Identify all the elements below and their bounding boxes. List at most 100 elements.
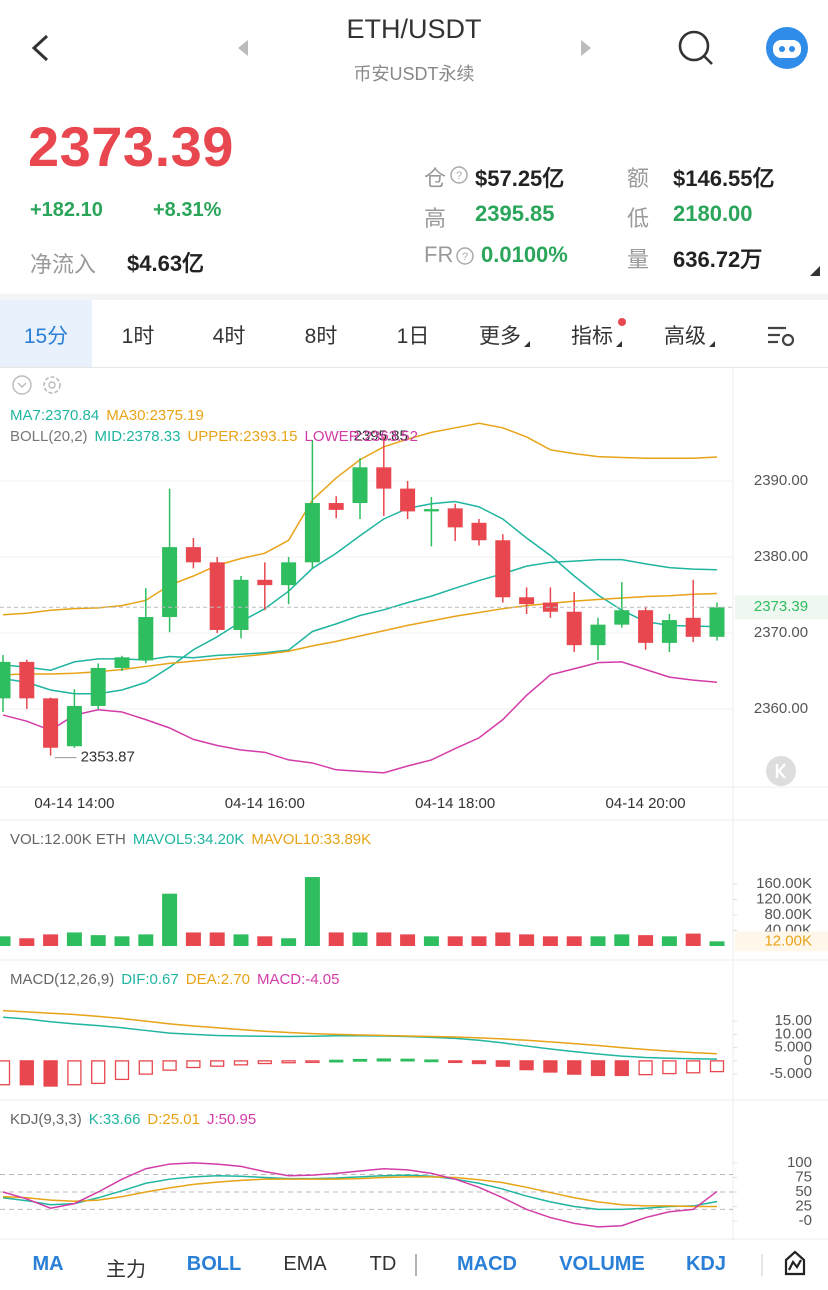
- indicator-tab[interactable]: MACD: [457, 1253, 517, 1275]
- indicator-line: [2, 1016, 718, 1060]
- macd-bar: [424, 1059, 439, 1063]
- macd-bar: [233, 1060, 249, 1066]
- macd-bar: [162, 1060, 177, 1071]
- indicator-tab[interactable]: KDJ: [685, 1253, 727, 1275]
- volume-bar: [638, 935, 654, 946]
- indicator-line: [2, 661, 718, 774]
- collapse-icon[interactable]: [12, 375, 32, 395]
- volume-bar: [400, 934, 416, 946]
- volume-bar: [233, 934, 249, 946]
- stat-value: 636.72万: [673, 247, 763, 272]
- indicator-tab[interactable]: BOLL: [186, 1253, 242, 1275]
- volume-bar: [447, 936, 463, 946]
- volume-bar: [614, 934, 630, 946]
- indicator-line: [2, 500, 718, 695]
- info-icons: ? ?: [450, 166, 820, 276]
- prev-symbol[interactable]: [238, 40, 248, 56]
- indicator-line: [2, 1162, 718, 1228]
- timeframe-tab[interactable]: 1时: [121, 325, 155, 348]
- stat-label: 量: [627, 247, 650, 272]
- volume-tag-label: 12.00K: [764, 932, 812, 949]
- help-icon[interactable]: ?: [450, 166, 468, 184]
- indicator-tab[interactable]: VOLUME: [559, 1253, 645, 1275]
- stat-value: 2395.85: [475, 201, 555, 226]
- candle-body: [328, 503, 344, 510]
- macd-bar: [519, 1060, 534, 1071]
- indicator-label: MAVOL10:33.89K: [251, 831, 371, 848]
- y-tick-label: 75: [795, 1168, 812, 1185]
- candle-body: [542, 602, 558, 612]
- y-tick-label: -0: [799, 1212, 812, 1229]
- stat-label: 低: [627, 206, 650, 231]
- timeframe-tab[interactable]: 指标: [571, 320, 622, 350]
- macd-bar: [614, 1060, 629, 1077]
- macd-bar: [305, 1060, 320, 1064]
- bottom-icons: [415, 1250, 806, 1276]
- search-button[interactable]: [678, 30, 713, 65]
- macd-bar: [448, 1060, 463, 1064]
- notice-dot: [618, 318, 626, 326]
- macd-bar: [114, 1060, 130, 1081]
- macd-bar: [495, 1060, 510, 1067]
- stat-value: $57.25亿: [475, 166, 565, 191]
- timeframe-tab[interactable]: 更多: [479, 320, 530, 350]
- volume-bar: [0, 936, 11, 946]
- macd-bar: [138, 1060, 153, 1075]
- help-icon[interactable]: ?: [456, 247, 474, 265]
- candle-body: [162, 547, 178, 618]
- y-tick-label: 2380.00: [754, 548, 808, 565]
- timeframe-tab[interactable]: 15分: [23, 325, 69, 348]
- macd-bar: [471, 1060, 487, 1065]
- y-tick-label: 120.00K: [756, 890, 812, 907]
- indicator-tab[interactable]: MA: [32, 1253, 64, 1275]
- volume-bar: [709, 941, 725, 946]
- expand-toggle[interactable]: [810, 266, 820, 276]
- assistant-avatar[interactable]: [766, 27, 808, 69]
- volume-bar: [114, 936, 130, 946]
- macd-bar: [400, 1058, 415, 1062]
- macd-bar: [210, 1060, 225, 1067]
- timeframe-tab[interactable]: 4时: [212, 325, 246, 348]
- macd-bar: [567, 1060, 582, 1075]
- reset-button[interactable]: [766, 756, 796, 786]
- candle-body: [90, 667, 106, 706]
- volume-bar: [66, 932, 82, 946]
- macd-bar: [329, 1059, 344, 1063]
- symbol-title: ETH/USDT: [346, 14, 482, 44]
- indicator-tab[interactable]: EMA: [283, 1253, 327, 1275]
- candle-body: [495, 540, 511, 598]
- indicator-label: MA7:2370.84: [10, 407, 99, 424]
- macd-bar: [91, 1060, 106, 1085]
- timeframe-tab[interactable]: 高级: [664, 320, 715, 350]
- price-change-pct: +8.31%: [153, 199, 222, 221]
- next-symbol[interactable]: [581, 40, 591, 56]
- last-price: 2373.39: [28, 115, 234, 178]
- last-price-tag: [735, 595, 828, 620]
- macd-bar: [376, 1058, 391, 1062]
- candle-body: [233, 579, 249, 630]
- macd-bar: [0, 1060, 11, 1086]
- y-tick-label: 5.000: [774, 1039, 812, 1056]
- settings-icon[interactable]: [43, 376, 61, 394]
- volume-bar: [495, 932, 511, 946]
- volume-bar: [304, 877, 320, 946]
- indicator-tab[interactable]: TD: [369, 1253, 397, 1275]
- y-tick-label: 15.00: [774, 1012, 812, 1029]
- chart-settings[interactable]: [768, 326, 795, 347]
- timeframe-tab[interactable]: 1日: [396, 325, 430, 348]
- indicator-line: [2, 1174, 718, 1211]
- indicator-tab[interactable]: 主力: [106, 1259, 146, 1281]
- indicator-label: D:25.01: [147, 1111, 200, 1128]
- drawing-tools[interactable]: [784, 1250, 806, 1276]
- indicator-label: J:50.95: [207, 1111, 256, 1128]
- volume-bar: [590, 936, 606, 946]
- tab-highlight: [0, 300, 92, 367]
- back-button[interactable]: [31, 34, 49, 62]
- candle-body: [281, 562, 297, 586]
- candle-body: [685, 617, 701, 637]
- timeframe-tab[interactable]: 8时: [304, 325, 338, 348]
- indicator-label: KDJ(9,3,3): [10, 1111, 82, 1128]
- y-tick-label: 100: [787, 1154, 812, 1171]
- header-icons: [31, 27, 808, 69]
